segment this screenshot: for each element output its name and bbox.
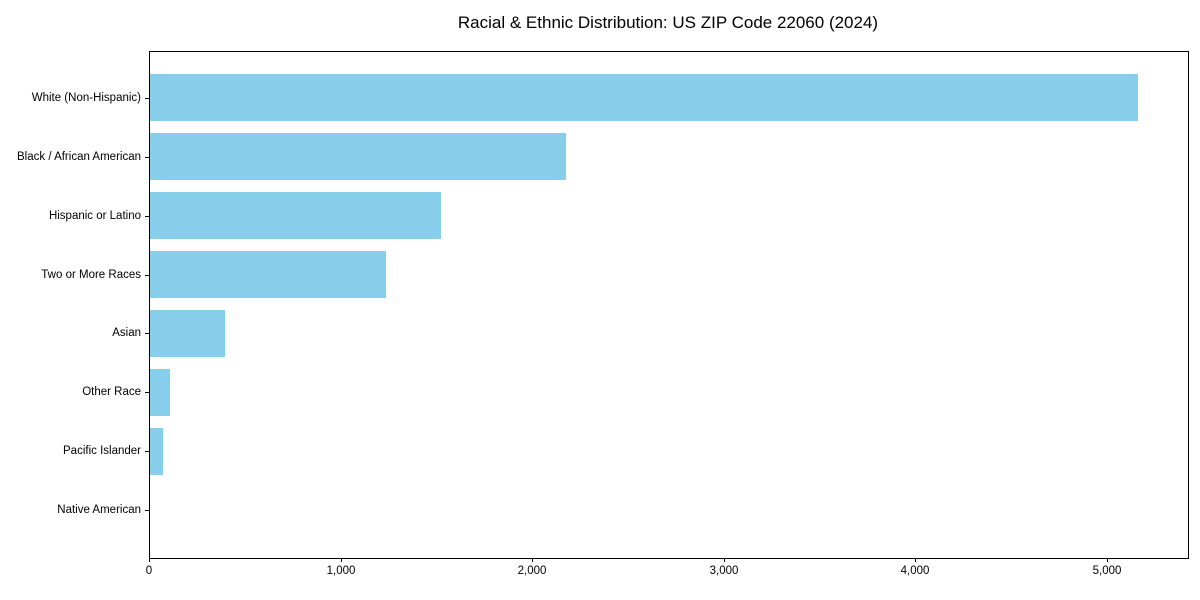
chart-title: Racial & Ethnic Distribution: US ZIP Cod…: [457, 13, 879, 32]
plot-area: [149, 51, 1189, 559]
x-tick-label: 5,000: [1092, 565, 1122, 577]
x-tick-label: 0: [145, 565, 153, 577]
bar: [150, 133, 566, 180]
x-tick-label: 1,000: [326, 565, 356, 577]
y-tick-mark: [145, 392, 149, 393]
x-tick-mark: [532, 558, 533, 562]
category-label: Pacific Islander: [63, 445, 141, 458]
bar: [150, 192, 442, 239]
x-tick-mark: [341, 558, 342, 562]
y-tick-mark: [145, 216, 149, 217]
bar: [150, 428, 164, 475]
category-label: Black / African American: [17, 150, 141, 163]
y-tick-mark: [145, 157, 149, 158]
category-label: Other Race: [82, 386, 141, 399]
y-tick-mark: [145, 451, 149, 452]
y-tick-mark: [145, 333, 149, 334]
x-tick-label: 3,000: [709, 565, 739, 577]
y-tick-mark: [145, 98, 149, 99]
category-label: White (Non-Hispanic): [31, 91, 141, 104]
x-tick-mark: [915, 558, 916, 562]
category-label: Two or More Races: [41, 268, 141, 281]
y-tick-mark: [145, 510, 149, 511]
bar: [150, 74, 1139, 121]
y-tick-mark: [145, 275, 149, 276]
x-tick-mark: [724, 558, 725, 562]
bar: [150, 310, 225, 357]
x-tick-mark: [1107, 558, 1108, 562]
category-label: Asian: [112, 327, 141, 340]
x-tick-mark: [149, 558, 150, 562]
x-tick-label: 4,000: [900, 565, 930, 577]
bar: [150, 369, 171, 416]
category-label: Hispanic or Latino: [48, 209, 141, 222]
category-label: Native American: [57, 504, 141, 517]
x-tick-label: 2,000: [517, 565, 547, 577]
bar: [150, 251, 386, 298]
